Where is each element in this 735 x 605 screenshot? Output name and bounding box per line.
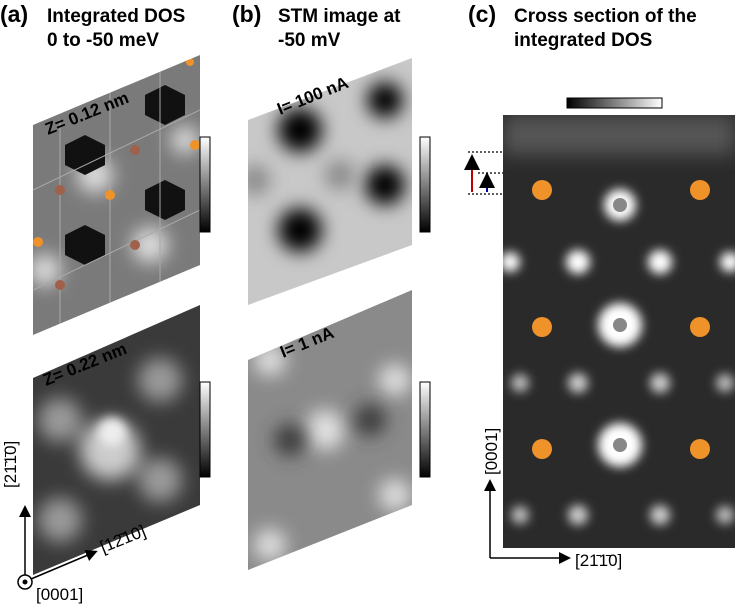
panel-title: Integrated DOS (47, 6, 185, 27)
axis-label: [21̄1̄0] (575, 551, 622, 570)
axis-label: [21̄1̄0] (1, 441, 20, 488)
panel-label: (a) (0, 1, 28, 27)
panel-title: STM image at (278, 6, 401, 27)
colorbar (566, 97, 663, 109)
colorbar (419, 381, 431, 478)
panel-title: 0 to -50 meV (47, 30, 159, 51)
axis-arrow (30, 549, 98, 580)
axis-label: [0001] (482, 428, 501, 475)
colorbar (199, 381, 211, 478)
panel-title: Cross section of the (514, 6, 697, 27)
colorbar (199, 136, 211, 233)
height-markers (468, 151, 503, 195)
axis-label: [0001] (36, 585, 83, 604)
cross-section (503, 115, 735, 548)
axis-origin (22, 579, 28, 585)
panel-title: -50 mV (278, 30, 341, 51)
panel-label: (c) (468, 1, 496, 27)
panel-title: integrated DOS (514, 30, 652, 51)
panel-label: (b) (232, 1, 261, 27)
colorbar (419, 136, 431, 233)
